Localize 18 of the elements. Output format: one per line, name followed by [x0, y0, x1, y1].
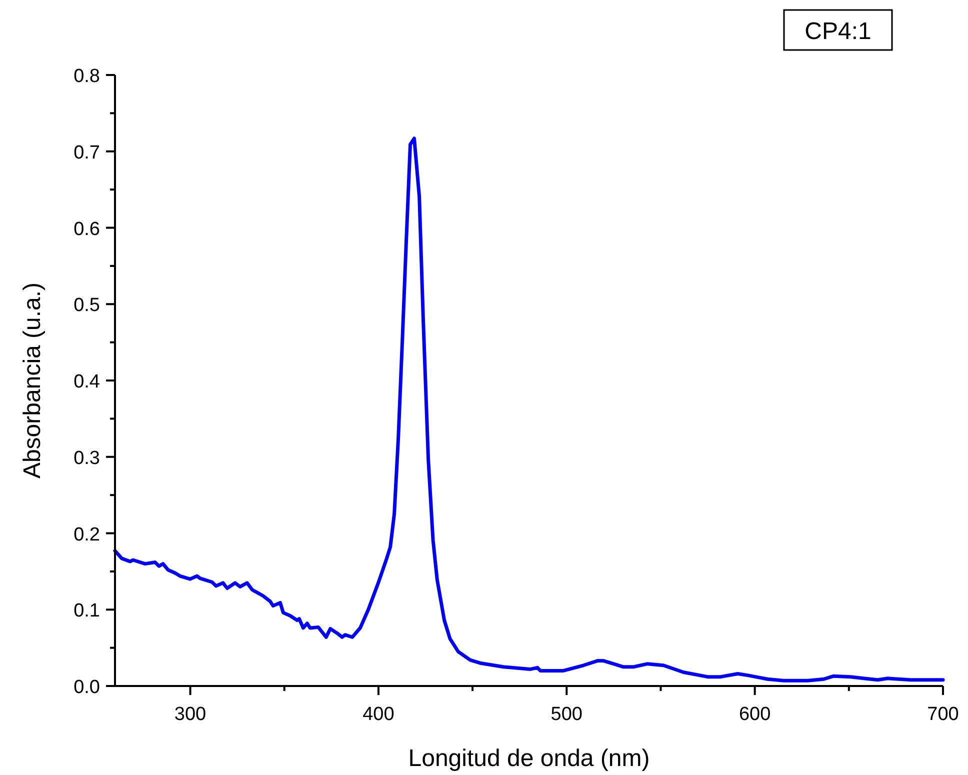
y-tick-label: 0.2 — [74, 524, 100, 546]
y-tick-label: 0.5 — [74, 295, 100, 316]
line-series — [113, 136, 945, 682]
x-tick-label: 500 — [550, 704, 582, 725]
y-tick-label: 0.3 — [74, 448, 100, 469]
text: CP4:1 — [804, 18, 872, 45]
x-axis-title: Longitud de onda (nm) — [408, 745, 650, 772]
x-tick-label: 400 — [362, 704, 394, 725]
y-tick-label: 0.1 — [74, 600, 100, 622]
y-tick-label: 0.7 — [74, 142, 100, 164]
y-tick-label: 0.4 — [74, 372, 100, 392]
y-tick-label: 0.8 — [74, 66, 100, 87]
y-tick-label: 0.0 — [74, 677, 100, 698]
y-axis-title: Absorbancia (u.a.) — [19, 282, 46, 479]
x-tick-label: 600 — [738, 704, 771, 725]
y-tick-label: 0.6 — [74, 218, 100, 240]
x-tick-label: 700 — [927, 704, 959, 725]
x-tick-label: 300 — [174, 704, 206, 725]
